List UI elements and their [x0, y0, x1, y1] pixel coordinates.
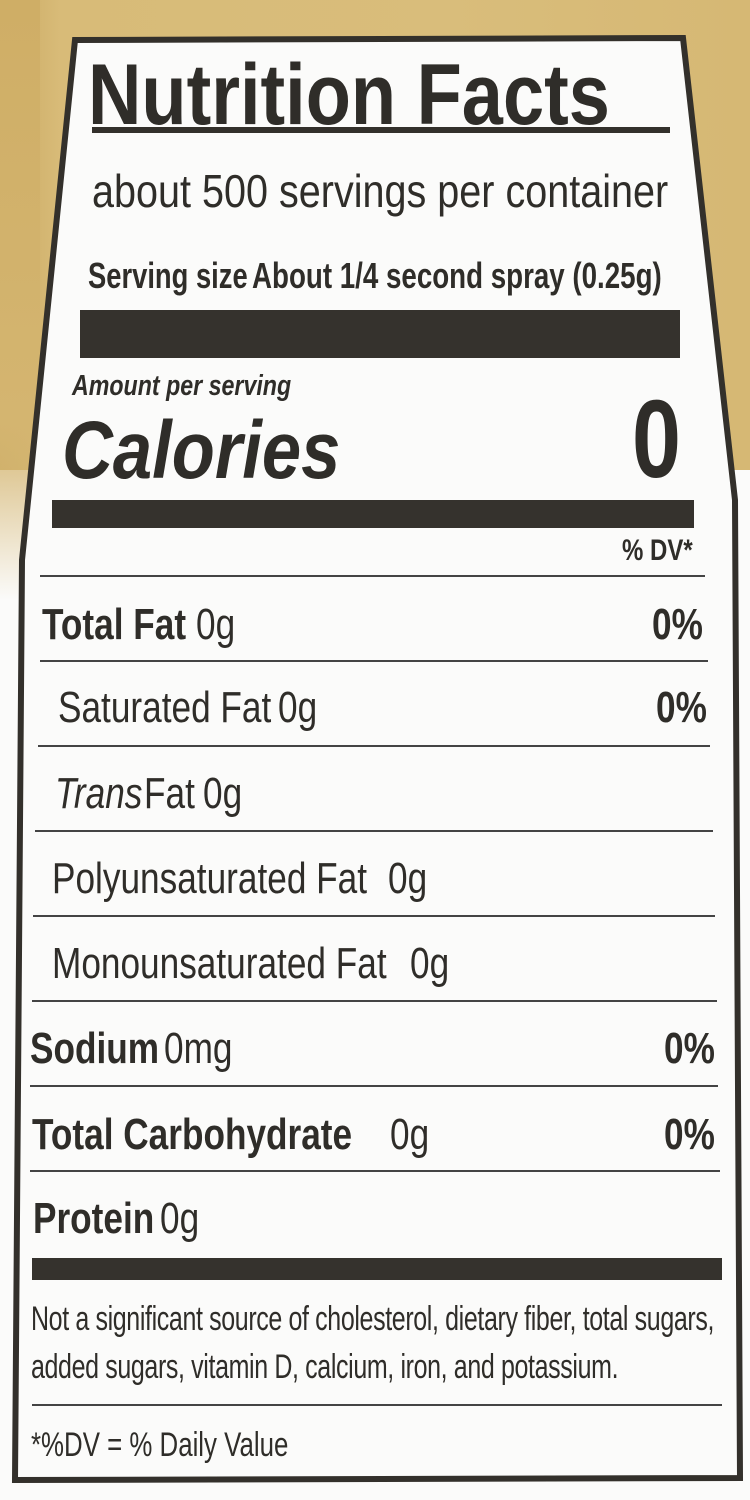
- nutrient-name: Monounsaturated Fat: [52, 939, 387, 988]
- footnote-line-1: Not a significant source of cholesterol,…: [31, 1300, 715, 1338]
- nutrient-amount: 0g: [388, 854, 428, 903]
- serving-size-value: About 1/4 second spray (0.25g): [252, 255, 662, 296]
- nutrient-dv: 0%: [664, 1110, 715, 1159]
- amount-per-serving: Amount per serving: [72, 370, 292, 402]
- nutrient-name: Trans: [55, 769, 143, 818]
- nutrient-amount: 0g: [410, 939, 450, 988]
- servings-per-container: about 500 servings per container: [92, 165, 669, 217]
- dv-footnote: *%DV = % Daily Value: [31, 1426, 289, 1464]
- nutrient-amount: 0g: [196, 600, 236, 649]
- nutrient-dv: 0%: [656, 683, 707, 732]
- label-panel: [11, 34, 744, 1484]
- nutrient-amount: 0g: [390, 1110, 430, 1159]
- nutrient-name: Total Carbohydrate: [32, 1110, 353, 1159]
- label-title: Nutrition Facts: [88, 47, 610, 143]
- nutrient-amount: 0mg: [164, 1024, 233, 1073]
- title-rule: [92, 127, 670, 133]
- dv-rule: [40, 575, 705, 577]
- nutrient-name: Saturated Fat: [58, 683, 272, 732]
- nutrient-name: Sodium: [30, 1024, 160, 1073]
- nutrient-amount: 0g: [203, 769, 243, 818]
- calories-rule: [52, 500, 694, 528]
- thick-bar-bottom: [32, 1258, 722, 1280]
- nutrient-amount: 0g: [278, 683, 318, 732]
- calories-value: 0: [632, 378, 681, 501]
- nutrient-name: Protein: [33, 1194, 155, 1243]
- rule-7: [30, 1170, 720, 1172]
- dv-header: % DV*: [622, 534, 693, 567]
- footnote-rule: [32, 1404, 722, 1406]
- rule-3: [35, 830, 713, 832]
- rule-5: [32, 1000, 717, 1002]
- nutrient-name: Polyunsaturated Fat: [52, 854, 368, 903]
- nutrient-name: Total Fat: [42, 600, 187, 649]
- thick-bar-top: [80, 310, 680, 358]
- serving-size-label: Serving size: [88, 255, 248, 296]
- nutrient-dv: 0%: [664, 1024, 715, 1073]
- rule-4: [33, 915, 715, 917]
- rule-6: [30, 1085, 718, 1087]
- rule-2: [38, 745, 710, 747]
- footnote-line-2: added sugars, vitamin D, calcium, iron, …: [31, 1348, 619, 1386]
- nutrient-dv: 0%: [652, 600, 703, 649]
- nutrient-name-suffix: Fat: [144, 769, 195, 818]
- rule-1: [40, 660, 708, 662]
- nutrient-amount: 0g: [160, 1194, 200, 1243]
- calories-label: Calories: [62, 405, 341, 496]
